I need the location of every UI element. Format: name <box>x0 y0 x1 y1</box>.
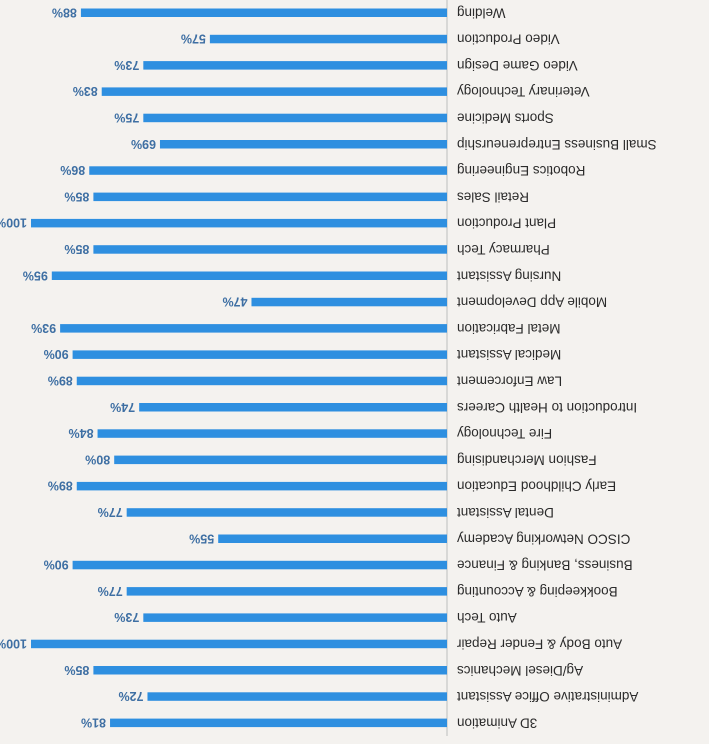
data-label: 80% <box>85 452 110 466</box>
bar <box>31 218 447 228</box>
bar <box>110 718 447 728</box>
category-label: Veterinary Technology <box>457 84 590 99</box>
category-label: Fire Technology <box>457 426 552 441</box>
bar <box>93 245 447 254</box>
data-label: 77% <box>98 505 123 519</box>
bar <box>76 481 447 491</box>
data-label: 85% <box>64 189 89 203</box>
bar <box>89 166 447 175</box>
data-label: 81% <box>81 715 106 729</box>
bar <box>72 350 447 359</box>
bar <box>31 639 447 649</box>
data-label: 90% <box>44 558 69 572</box>
bar <box>101 87 447 96</box>
bar <box>126 587 447 596</box>
data-label: 83% <box>73 84 98 98</box>
data-label: 85% <box>64 242 89 256</box>
data-label: 89% <box>48 479 73 493</box>
category-label: Business, Banking & Finance <box>457 558 633 573</box>
bar <box>143 613 447 622</box>
bar <box>114 455 447 465</box>
bar <box>159 140 447 149</box>
data-label: 84% <box>69 426 94 440</box>
data-label: 86% <box>60 163 85 177</box>
category-label: Introduction to Health Careers <box>457 400 637 415</box>
category-label: Mobile App Development <box>457 295 607 310</box>
category-label: Auto Body & Fender Repair <box>456 636 622 651</box>
bar <box>126 508 447 517</box>
category-label: Bookkeeping & Accounting <box>457 584 618 599</box>
category-label: Sports Medicine <box>457 110 554 125</box>
data-label: 47% <box>222 295 247 309</box>
category-label: Retail Sales <box>457 189 529 204</box>
bar <box>76 376 447 386</box>
data-label: 72% <box>118 689 143 703</box>
bar <box>147 692 447 701</box>
category-label: Fashion Merchandising <box>457 452 597 467</box>
bar <box>139 403 447 412</box>
bar <box>218 534 447 543</box>
bar <box>97 429 447 438</box>
bar <box>143 113 447 123</box>
bar <box>93 666 447 675</box>
category-label: CISCO Networking Academy <box>457 531 631 546</box>
bar <box>209 34 447 44</box>
data-label: 90% <box>44 347 69 361</box>
data-label: 73% <box>114 610 139 624</box>
category-label: Metal Fabrication <box>457 321 561 336</box>
bar <box>72 560 447 570</box>
data-label: 75% <box>114 110 139 124</box>
category-label: Law Enforcement <box>457 373 562 388</box>
data-label: 73% <box>114 58 139 72</box>
bar <box>51 271 447 280</box>
category-label: Auto Tech <box>457 610 517 625</box>
category-label: Administrative Office Assistant <box>457 689 639 704</box>
data-label: 74% <box>110 400 135 414</box>
category-label: Ag/Diesel Mechanics <box>457 663 583 678</box>
data-label: 77% <box>98 584 123 598</box>
data-label: 85% <box>64 663 89 677</box>
bar <box>80 8 447 17</box>
category-label: Early Childhood Education <box>457 479 616 494</box>
category-label: Pharmacy Tech <box>457 242 550 257</box>
bar <box>143 61 447 70</box>
category-label: Dental Assistant <box>457 505 554 520</box>
bar <box>93 192 447 202</box>
category-label: Video Production <box>457 32 560 47</box>
category-label: Small Business Entrepreneurship <box>457 137 657 152</box>
plot-area: Welding 88% Video Production 57% Video Game … <box>0 0 657 736</box>
data-label: 69% <box>131 137 156 151</box>
category-label: Welding <box>457 5 506 20</box>
data-label: 100% <box>0 636 27 650</box>
data-label: 89% <box>48 373 73 387</box>
data-label: 55% <box>189 531 214 545</box>
category-label: Plant Production <box>457 216 556 231</box>
category-label: Video Game Design <box>457 58 578 73</box>
category-label: Medical Assistant <box>457 347 562 362</box>
bar <box>60 324 447 333</box>
data-label: 88% <box>52 5 77 19</box>
data-label: 57% <box>181 32 206 46</box>
bar <box>251 297 447 307</box>
category-label: 3D Animation <box>457 715 537 730</box>
category-label: Nursing Assistant <box>457 268 562 283</box>
data-label: 93% <box>31 321 56 335</box>
data-label: 95% <box>23 268 48 282</box>
data-label: 100% <box>0 216 27 230</box>
category-label: Robotics Engineering <box>457 163 585 178</box>
